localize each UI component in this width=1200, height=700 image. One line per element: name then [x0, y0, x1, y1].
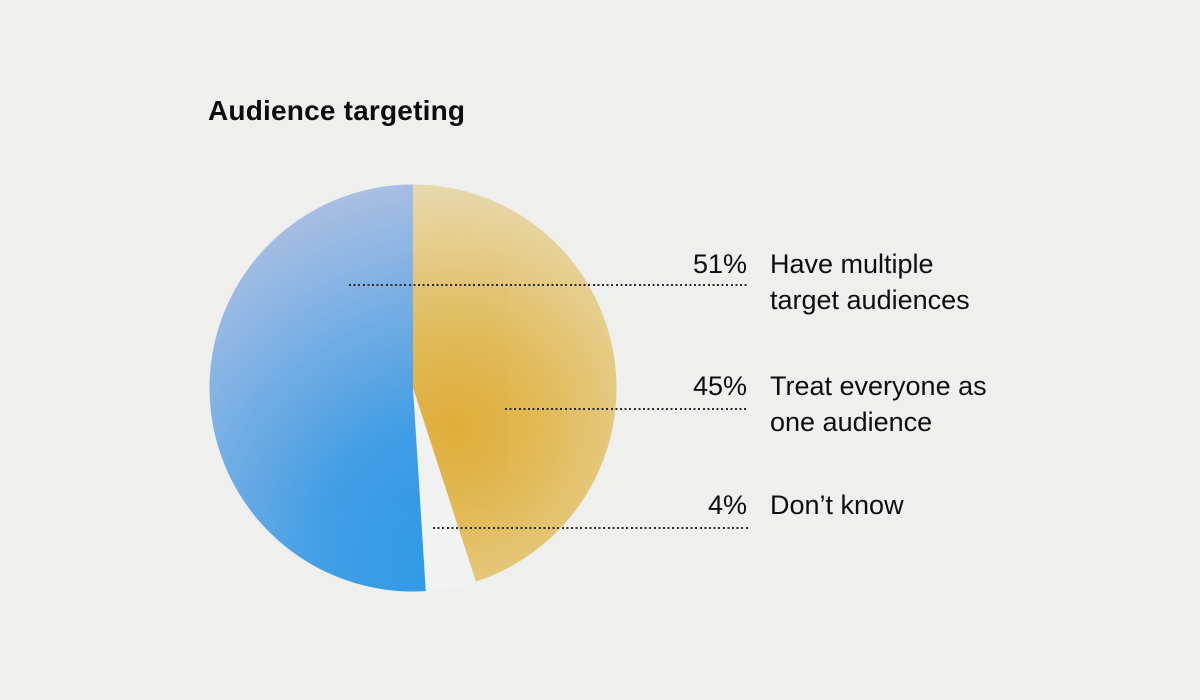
slice-label-45: Treat everyone as one audience — [770, 368, 1100, 440]
pie-chart — [209, 184, 617, 592]
slice-label-51: Have multiple target audiences — [770, 246, 1100, 318]
slice-label-51-line1: Have multiple — [770, 249, 934, 279]
leader-line-45 — [505, 408, 748, 410]
percent-value-51: 51% — [692, 249, 747, 279]
grain-texture — [209, 184, 617, 592]
slice-label-45-line2: one audience — [770, 407, 933, 437]
leader-line-4 — [433, 527, 748, 529]
percent-value-4: 4% — [707, 490, 747, 520]
slice-label-45-line1: Treat everyone as — [770, 371, 987, 401]
chart-title: Audience targeting — [208, 95, 466, 126]
slice-label-4: Don’t know — [770, 487, 1100, 523]
slice-label-4-line1: Don’t know — [770, 490, 904, 520]
percent-value-45: 45% — [692, 371, 747, 401]
leader-line-51 — [349, 284, 748, 286]
slice-label-51-line2: target audiences — [770, 285, 970, 315]
